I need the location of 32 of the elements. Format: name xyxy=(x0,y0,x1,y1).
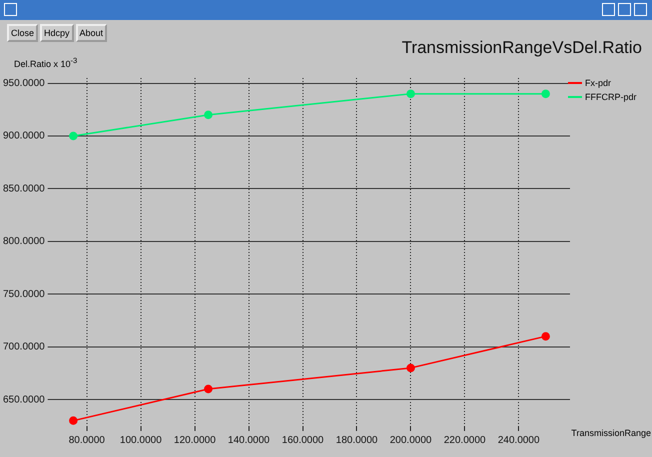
y-axis-title: Del.Ratio x 10$^{-3}$ xyxy=(14,56,78,69)
legend-label: FFFCRP-pdr xyxy=(585,92,636,102)
legend-label: Fx-pdr xyxy=(585,78,612,88)
y-tick-label: 900.0000 xyxy=(2,130,46,142)
y-tick-label: 650.0000 xyxy=(2,394,46,406)
y-tick-label: 700.0000 xyxy=(2,342,46,353)
point xyxy=(406,90,415,98)
x-tick-label: 200.0000 xyxy=(390,434,432,446)
x-tick-label: 180.0000 xyxy=(336,434,378,446)
y-tick-label: 850.0000 xyxy=(2,183,46,194)
x-tick-label: 240.0000 xyxy=(498,434,540,446)
x-tick-label: 220.0000 xyxy=(444,434,486,446)
chart-title: TransmissionRangeVsDel.Ratio xyxy=(402,38,642,58)
x-axis-title: TransmissionRange xyxy=(571,428,651,438)
x-tick-label: 80.0000 xyxy=(68,434,106,446)
y-tick-label: 950.0000 xyxy=(2,78,46,90)
x-tick-label: 120.0000 xyxy=(174,434,216,446)
text: Hdcpy xyxy=(40,24,74,42)
x-tick-label: 160.0000 xyxy=(282,434,324,446)
point xyxy=(204,110,213,120)
x-tick-label: 140.0000 xyxy=(228,434,270,446)
point xyxy=(204,384,213,394)
text: About xyxy=(76,24,108,42)
y-tick-label: 800.0000 xyxy=(2,236,46,248)
point xyxy=(541,90,550,98)
y-tick-label: 750.0000 xyxy=(2,288,46,300)
point xyxy=(406,364,415,372)
x-tick-label: 100.0000 xyxy=(120,434,162,446)
text: Close xyxy=(7,24,38,42)
point xyxy=(69,132,78,140)
point xyxy=(541,332,550,341)
point xyxy=(69,416,78,425)
